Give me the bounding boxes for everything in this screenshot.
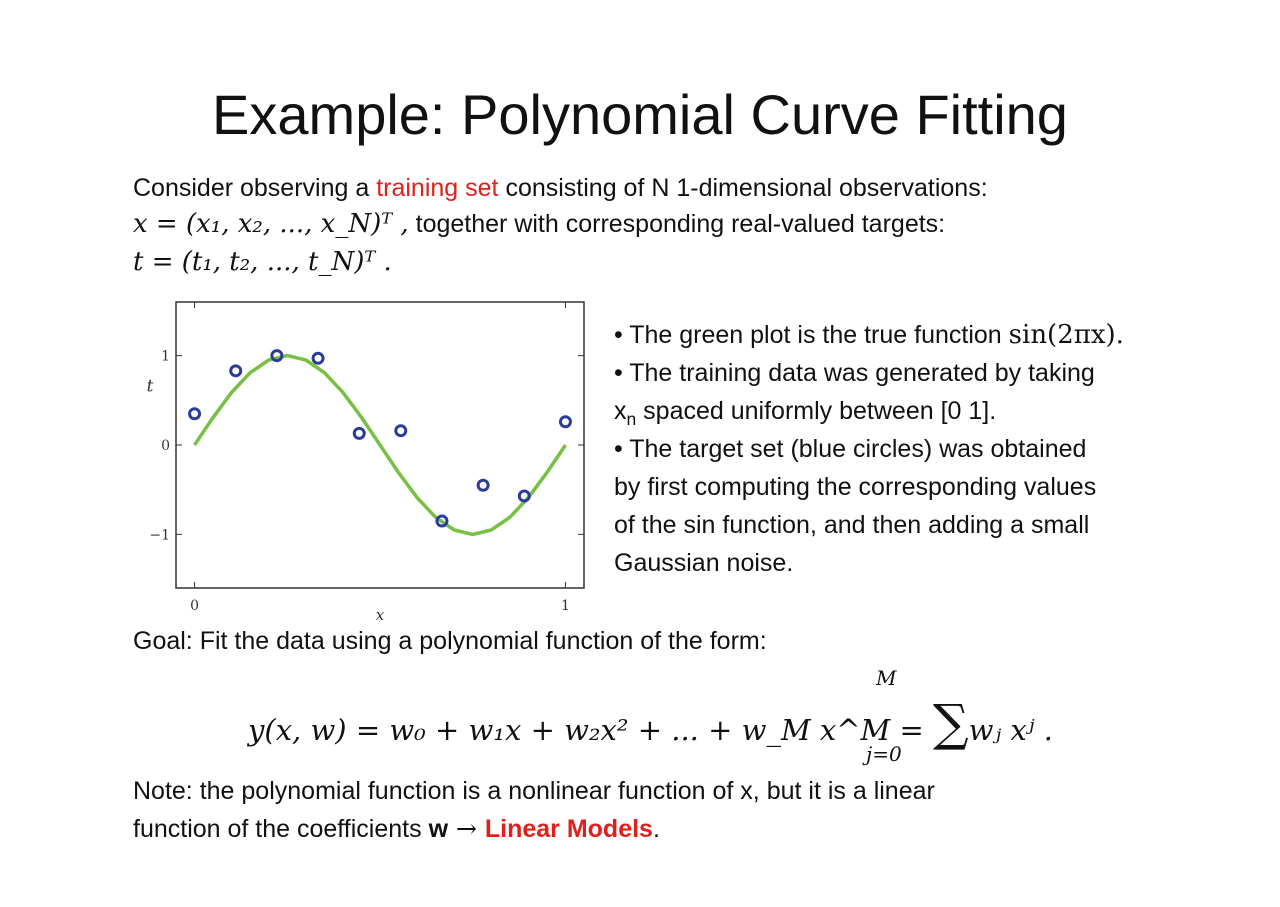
data-point [394,424,408,438]
coefficients-w: w [428,815,449,843]
training-set-highlight: training set [376,174,499,202]
intro-line-1: Consider observing a training set consis… [133,172,988,204]
data-point [352,426,366,440]
bullet-true-function: • The green plot is the true function si… [614,316,1254,354]
y-axis-label: t [147,376,154,396]
x-vector-math: x = (x₁, x₂, ..., x_N)ᵀ , [133,209,409,239]
polynomial-formula: y(x, w) = w₀ + w₁x + w₂x² + ... + w_M x^… [248,666,1053,766]
t-vector-math: t = (t₁, t₂, ..., t_N)ᵀ . [133,247,392,277]
note-period: . [652,815,660,843]
x-axis-label: x [376,606,385,622]
training-points [188,349,572,528]
true-function-curve [193,353,567,537]
plot-ticks: 1 0 −1 0 1 [149,302,584,614]
targets-text: together with corresponding real-valued … [415,210,946,238]
explanation-bullets: • The green plot is the true function si… [614,316,1254,582]
data-point [311,351,325,365]
formula-lhs: y(x, w) = w₀ + w₁x + w₂x² + ... + w_M x^… [248,713,933,747]
formula-main: y(x, w) = w₀ + w₁x + w₂x² + ... + w_M x^… [248,694,1053,752]
bullet-training-data-1: • The training data was generated by tak… [614,359,1095,387]
x-tick-label: 1 [561,598,570,614]
sum-upper-limit: M [876,666,897,690]
y-tick-label: −1 [149,527,170,543]
note-line-1: Note: the polynomial function is a nonli… [133,777,935,805]
data-point [270,349,284,363]
xn-text: spaced uniformly between [0 1]. [636,397,997,425]
bullet-1-text: • The green plot is the true function [614,321,1009,349]
y-tick-label: 1 [161,349,170,365]
slide-title: Example: Polynomial Curve Fitting [212,83,1068,146]
curve-fitting-plot: 1 0 −1 0 1 x t [147,301,585,622]
sum-lower-limit: j=0 [866,742,902,766]
xn-base: x [614,397,627,425]
y-tick-label: 0 [161,438,170,454]
goal-text: Goal: Fit the data using a polynomial fu… [133,627,767,655]
note-line-2: function of the coefficients w → Linear … [133,813,660,845]
data-point [476,478,490,492]
bullet-target-set-4: Gaussian noise. [614,549,794,577]
bullet-target-set-2: by first computing the corresponding val… [614,473,1097,501]
data-point [435,514,449,528]
bullet-target-set-3: of the sin function, and then adding a s… [614,511,1090,539]
sum-symbol: ∑ [932,694,969,752]
data-point [229,364,243,378]
arrow-icon: → [448,814,485,843]
formula-sum-body: wⱼ xʲ . [968,713,1053,747]
intro-text-post: consisting of N 1-dimensional observatio… [498,174,988,202]
linear-models-highlight: Linear Models [484,815,653,843]
data-point [517,489,531,503]
data-point [558,415,572,429]
intro-text-pre: Consider observing a [133,174,377,202]
data-point [188,407,202,421]
bullet-target-set-1: • The target set (blue circles) was obta… [614,435,1087,463]
xn-subscript: n [626,409,637,429]
note-text-pre: function of the coefficients [133,815,429,843]
intro-line-2: x = (x₁, x₂, ..., x_N)ᵀ , together with … [133,208,945,240]
sin-function-math: sin(2πx). [1008,320,1124,350]
bullet-training-data-2: xn spaced uniformly between [0 1]. [614,392,1254,430]
x-tick-label: 0 [190,598,199,614]
